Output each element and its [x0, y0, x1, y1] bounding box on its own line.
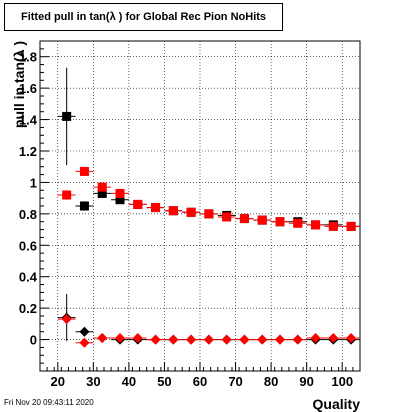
data-point-diamond	[257, 334, 268, 345]
data-point-square	[346, 221, 356, 231]
y-tick-label: 1.8	[19, 50, 37, 65]
x-axis-ticks: 20 30 40 50 60 70 80 90 100	[39, 362, 361, 389]
data-point-square	[311, 220, 321, 230]
series-2	[57, 166, 360, 231]
data-point-diamond	[168, 334, 179, 345]
x-tick-label: 20	[51, 374, 65, 389]
data-point-square	[151, 203, 161, 213]
x-tick-label: 50	[157, 374, 171, 389]
data-point-diamond	[79, 337, 90, 348]
y-tick-label: 0.6	[19, 238, 37, 253]
y-tick-label: 1	[30, 175, 37, 190]
x-tick-label: 60	[193, 374, 207, 389]
y-axis-ticks: 0 0.2 0.4 0.6 0.8 1 1.2 1.4 1.6 1.8	[19, 40, 49, 364]
data-point-diamond	[132, 333, 143, 343]
data-point-square	[168, 206, 178, 216]
data-point-square	[115, 195, 125, 205]
y-tick-label: 0.8	[19, 207, 37, 222]
data-point-diamond	[328, 333, 339, 343]
data-point-diamond	[61, 314, 72, 325]
data-point-square	[115, 188, 125, 198]
data-point-diamond	[239, 334, 250, 345]
data-point-square	[257, 215, 267, 225]
data-point-diamond	[346, 333, 357, 343]
data-point-diamond	[79, 326, 90, 337]
data-marks	[57, 67, 360, 348]
footer-timestamp: Fri Nov 20 09:43:11 2020	[4, 398, 94, 407]
data-point-square	[186, 207, 196, 217]
data-point-square	[79, 201, 89, 211]
x-axis-label: Quality	[313, 396, 361, 412]
series-4	[57, 314, 360, 348]
y-axis-label: pull in tan(λ )	[11, 41, 27, 128]
y-tick-label: 0.2	[19, 301, 37, 316]
x-tick-label: 40	[122, 374, 136, 389]
data-point-diamond	[203, 334, 214, 345]
y-tick-label: 1.4	[19, 113, 38, 128]
data-point-diamond	[186, 334, 197, 345]
x-tick-label: 80	[264, 374, 278, 389]
data-point-square	[204, 209, 214, 219]
x-tick-label: 70	[228, 374, 242, 389]
chart-title: Fitted pull in tan(λ ) for Global Rec Pi…	[4, 3, 283, 31]
y-tick-label: 1.6	[19, 81, 37, 96]
y-tick-label: 0.4	[19, 270, 38, 285]
series-1	[57, 67, 360, 231]
data-point-square	[222, 212, 232, 222]
data-point-diamond	[115, 333, 125, 343]
data-point-square	[62, 111, 72, 121]
data-point-square	[239, 214, 249, 224]
data-point-square	[62, 190, 72, 200]
data-point-diamond	[97, 333, 108, 343]
data-point-square	[97, 188, 107, 198]
y-tick-label: 1.2	[19, 144, 37, 159]
data-point-square	[328, 221, 338, 231]
data-point-square	[133, 199, 143, 209]
data-point-square	[97, 182, 107, 192]
data-point-square	[293, 218, 303, 228]
data-point-diamond	[150, 334, 161, 345]
x-tick-label: 30	[86, 374, 100, 389]
data-point-square	[79, 166, 89, 176]
y-tick-label: 0	[30, 333, 37, 348]
data-point-diamond	[310, 333, 321, 343]
data-point-diamond	[292, 334, 303, 345]
data-point-diamond	[221, 334, 232, 345]
x-tick-label: 100	[331, 374, 353, 389]
data-point-square	[275, 217, 285, 227]
x-tick-label: 90	[299, 374, 313, 389]
data-point-diamond	[275, 334, 285, 345]
